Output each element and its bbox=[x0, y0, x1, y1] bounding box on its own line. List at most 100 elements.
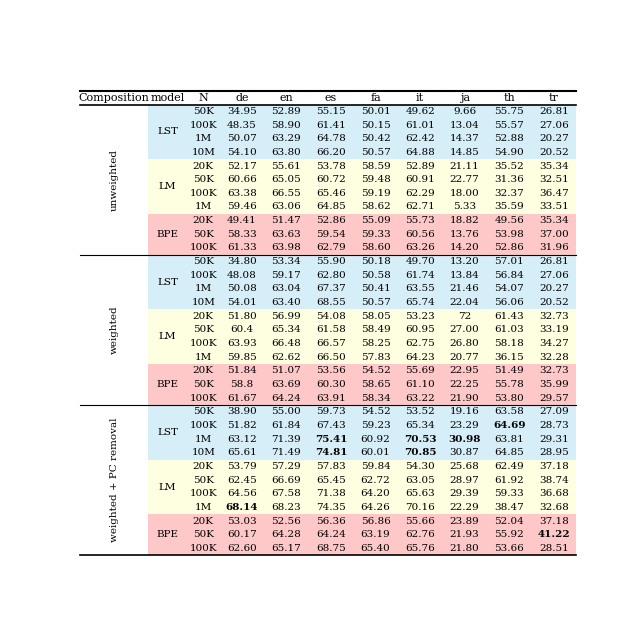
Text: 13.20: 13.20 bbox=[450, 257, 479, 266]
Text: 20K: 20K bbox=[193, 517, 214, 526]
Text: 38.90: 38.90 bbox=[227, 408, 257, 417]
Text: 50K: 50K bbox=[193, 257, 214, 266]
Text: 59.73: 59.73 bbox=[316, 408, 346, 417]
Text: 74.35: 74.35 bbox=[316, 503, 346, 512]
Text: de: de bbox=[235, 93, 248, 103]
Text: 61.74: 61.74 bbox=[405, 271, 435, 280]
Text: 50.42: 50.42 bbox=[361, 134, 390, 143]
Text: BPE: BPE bbox=[157, 380, 179, 389]
Bar bbox=[148, 309, 576, 323]
Text: 32.51: 32.51 bbox=[539, 175, 568, 184]
Text: 56.84: 56.84 bbox=[494, 271, 524, 280]
Text: 65.45: 65.45 bbox=[316, 476, 346, 485]
Text: 100K: 100K bbox=[189, 121, 217, 130]
Text: 5.33: 5.33 bbox=[453, 203, 476, 211]
Text: 68.75: 68.75 bbox=[316, 544, 346, 553]
Text: 36.68: 36.68 bbox=[539, 490, 568, 498]
Text: 63.12: 63.12 bbox=[227, 435, 257, 444]
Text: 26.81: 26.81 bbox=[539, 107, 568, 116]
Text: 59.33: 59.33 bbox=[361, 230, 390, 239]
Text: 19.16: 19.16 bbox=[450, 408, 479, 417]
Text: 61.01: 61.01 bbox=[405, 121, 435, 130]
Text: 68.14: 68.14 bbox=[226, 503, 258, 512]
Text: 10M: 10M bbox=[191, 298, 215, 307]
Text: 100K: 100K bbox=[189, 189, 217, 198]
Text: 60.66: 60.66 bbox=[227, 175, 257, 184]
Text: 64.24: 64.24 bbox=[316, 530, 346, 539]
Text: 52.86: 52.86 bbox=[316, 216, 346, 225]
Text: 33.19: 33.19 bbox=[539, 326, 568, 335]
Text: 52.88: 52.88 bbox=[494, 134, 524, 143]
Text: 28.95: 28.95 bbox=[539, 448, 568, 457]
Text: 59.84: 59.84 bbox=[361, 462, 390, 471]
Text: 65.76: 65.76 bbox=[405, 544, 435, 553]
Text: 53.80: 53.80 bbox=[494, 394, 524, 403]
Text: 63.06: 63.06 bbox=[271, 203, 301, 211]
Text: 30.87: 30.87 bbox=[450, 448, 479, 457]
Text: 100K: 100K bbox=[189, 243, 217, 253]
Text: es: es bbox=[325, 93, 337, 103]
Text: 20.27: 20.27 bbox=[539, 284, 568, 293]
Text: 51.49: 51.49 bbox=[494, 366, 524, 375]
Text: 50.08: 50.08 bbox=[227, 284, 257, 293]
Text: 63.38: 63.38 bbox=[227, 189, 257, 198]
Text: 49.62: 49.62 bbox=[405, 107, 435, 116]
Text: 55.90: 55.90 bbox=[316, 257, 346, 266]
Text: 50.57: 50.57 bbox=[361, 298, 390, 307]
Text: 35.52: 35.52 bbox=[494, 161, 524, 171]
Text: model: model bbox=[150, 93, 185, 103]
Text: 59.85: 59.85 bbox=[227, 353, 257, 362]
Text: 49.70: 49.70 bbox=[405, 257, 435, 266]
Text: 100K: 100K bbox=[189, 339, 217, 348]
Text: 55.15: 55.15 bbox=[316, 107, 346, 116]
Text: 37.18: 37.18 bbox=[539, 517, 568, 526]
Text: 53.56: 53.56 bbox=[316, 366, 346, 375]
Text: 70.85: 70.85 bbox=[404, 448, 436, 457]
Bar bbox=[148, 528, 576, 542]
Text: 13.84: 13.84 bbox=[450, 271, 479, 280]
Text: it: it bbox=[416, 93, 424, 103]
Text: 51.07: 51.07 bbox=[271, 366, 301, 375]
Text: 54.10: 54.10 bbox=[227, 148, 257, 157]
Text: 27.09: 27.09 bbox=[539, 408, 568, 417]
Text: 58.18: 58.18 bbox=[494, 339, 524, 348]
Text: 36.15: 36.15 bbox=[494, 353, 524, 362]
Text: 53.03: 53.03 bbox=[227, 517, 257, 526]
Text: 14.85: 14.85 bbox=[450, 148, 479, 157]
Text: 10M: 10M bbox=[191, 448, 215, 457]
Text: 53.66: 53.66 bbox=[494, 544, 524, 553]
Bar bbox=[148, 432, 576, 446]
Text: 53.78: 53.78 bbox=[316, 161, 346, 171]
Bar bbox=[148, 418, 576, 432]
Text: 63.58: 63.58 bbox=[494, 408, 524, 417]
Text: 50K: 50K bbox=[193, 476, 214, 485]
Text: 50K: 50K bbox=[193, 230, 214, 239]
Text: 66.55: 66.55 bbox=[271, 189, 301, 198]
Text: 57.83: 57.83 bbox=[361, 353, 390, 362]
Text: 53.23: 53.23 bbox=[405, 312, 435, 321]
Text: 58.25: 58.25 bbox=[361, 339, 390, 348]
Text: 65.46: 65.46 bbox=[316, 189, 346, 198]
Text: 75.41: 75.41 bbox=[315, 435, 348, 444]
Text: 31.36: 31.36 bbox=[494, 175, 524, 184]
Text: 29.31: 29.31 bbox=[539, 435, 568, 444]
Text: 22.77: 22.77 bbox=[450, 175, 479, 184]
Text: 1M: 1M bbox=[195, 134, 212, 143]
Text: 58.65: 58.65 bbox=[361, 380, 390, 389]
Text: 32.68: 32.68 bbox=[539, 503, 568, 512]
Text: 55.66: 55.66 bbox=[405, 517, 435, 526]
Text: 71.38: 71.38 bbox=[316, 490, 346, 498]
Text: 60.17: 60.17 bbox=[227, 530, 257, 539]
Text: 65.63: 65.63 bbox=[405, 490, 435, 498]
Bar bbox=[148, 323, 576, 337]
Text: 55.92: 55.92 bbox=[494, 530, 524, 539]
Text: 64.88: 64.88 bbox=[405, 148, 435, 157]
Text: 50K: 50K bbox=[193, 530, 214, 539]
Bar bbox=[148, 501, 576, 514]
Text: 28.51: 28.51 bbox=[539, 544, 568, 553]
Text: LM: LM bbox=[159, 483, 177, 491]
Text: tr: tr bbox=[548, 93, 559, 103]
Text: 59.33: 59.33 bbox=[494, 490, 524, 498]
Text: 21.90: 21.90 bbox=[450, 394, 479, 403]
Text: 100K: 100K bbox=[189, 421, 217, 430]
